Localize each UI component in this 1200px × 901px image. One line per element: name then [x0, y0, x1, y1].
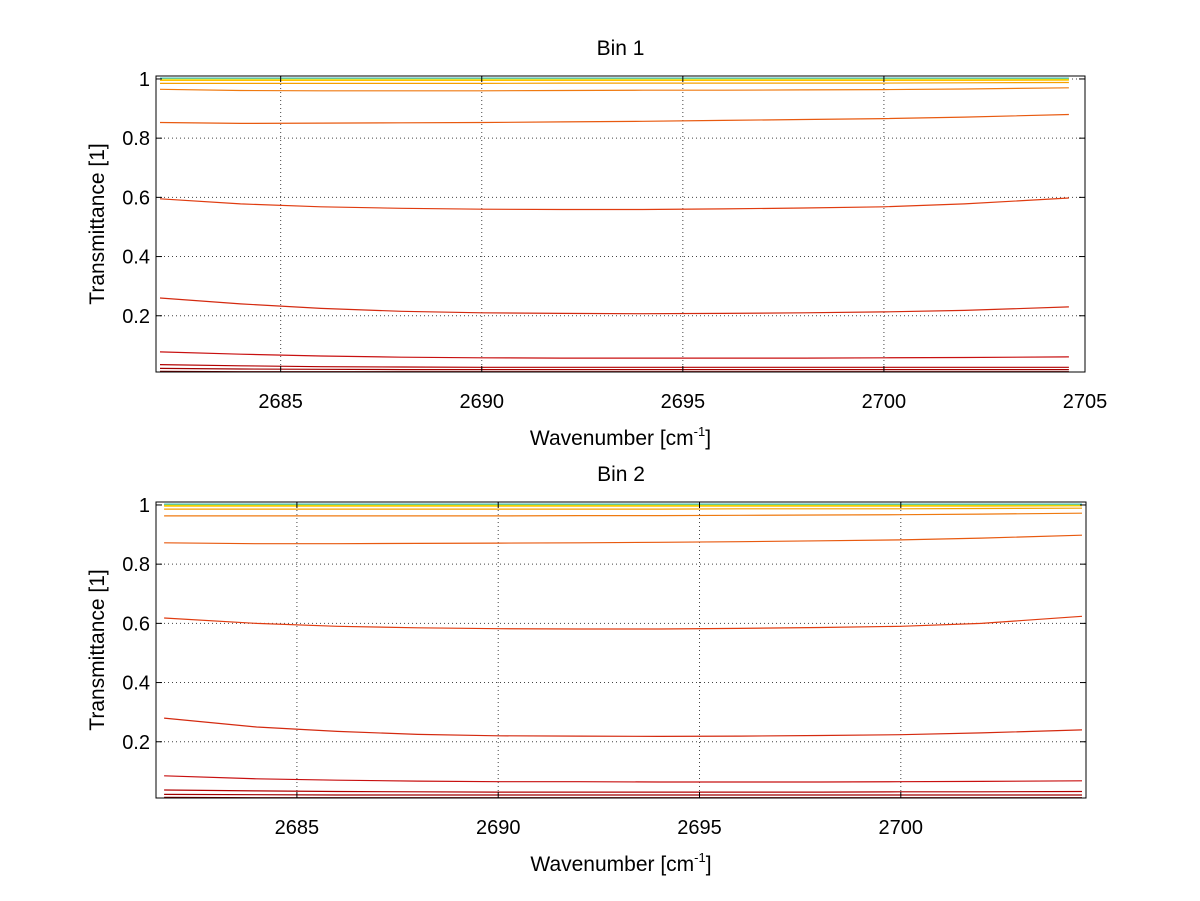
series-line — [159, 113, 1069, 125]
series-line — [164, 789, 1083, 793]
axis-ticks: 2685 2690 2695 2700 2705 0.2 0.4 0.6 0.8 1 — [122, 69, 1107, 413]
series-line — [159, 364, 1069, 368]
series-line — [164, 507, 1083, 510]
chart-title: Bin 2 — [597, 463, 645, 486]
x-axis-label: Wavenumber [cm-1] — [530, 424, 711, 450]
series-line — [164, 512, 1083, 517]
y-tick-label: 0.8 — [122, 128, 150, 150]
chart-title: Bin 1 — [597, 37, 645, 60]
y-axis-label: Transmittance [1] — [86, 143, 109, 304]
series-line — [160, 81, 1069, 85]
axis-ticks: 2685 2690 2695 2700 0.2 0.4 0.6 0.8 1 — [122, 495, 1086, 839]
y-tick-label: 0.6 — [122, 613, 150, 635]
series-line — [164, 717, 1083, 738]
series-line — [164, 775, 1083, 783]
x-tick-label: 2700 — [862, 391, 907, 413]
x-tick-label: 2695 — [661, 391, 706, 413]
series-line — [159, 197, 1069, 211]
series-line — [164, 793, 1082, 796]
x-tick-label: 2700 — [879, 817, 924, 839]
series-line — [159, 367, 1069, 371]
y-tick-label: 0.4 — [122, 673, 150, 695]
x-tick-label: 2690 — [460, 391, 505, 413]
y-tick-label: 0.4 — [122, 247, 150, 269]
y-axis-label: Transmittance [1] — [86, 569, 109, 730]
x-axis-label: Wavenumber [cm-1] — [530, 850, 711, 876]
series-line — [159, 87, 1069, 92]
y-tick-label: 1 — [139, 69, 150, 91]
y-tick-label: 0.6 — [122, 187, 150, 209]
y-tick-label: 0.2 — [122, 732, 150, 754]
axes-frame — [155, 501, 1087, 799]
y-tick-label: 1 — [139, 495, 150, 517]
x-tick-label: 2695 — [677, 817, 722, 839]
x-tick-label: 2705 — [1063, 391, 1108, 413]
subplot-bin-2: 2685 2690 2695 2700 0.2 0.4 0.6 0.8 1 Bin 2 Wave… — [86, 463, 1087, 876]
series-line — [164, 615, 1083, 630]
y-tick-label: 0.2 — [122, 306, 150, 328]
series-lines — [159, 77, 1069, 372]
axes-frame — [155, 75, 1086, 373]
x-tick-label: 2685 — [275, 817, 320, 839]
y-tick-label: 0.8 — [122, 554, 150, 576]
x-tick-label: 2685 — [258, 391, 303, 413]
series-line — [164, 534, 1083, 545]
series-line — [159, 297, 1069, 315]
x-tick-label: 2690 — [476, 817, 521, 839]
series-line — [159, 351, 1069, 359]
